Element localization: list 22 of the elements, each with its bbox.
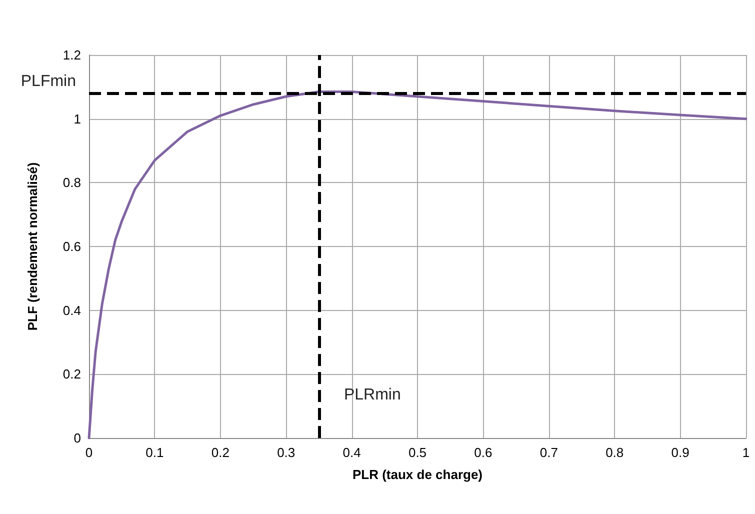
x-tick-label: 0.6 (474, 445, 492, 460)
y-tick-label: 0.2 (62, 366, 81, 382)
x-tick-label: 0.9 (671, 445, 690, 460)
y-tick-label: 0.6 (62, 239, 81, 254)
x-tick-label: 0.8 (606, 445, 624, 460)
x-tick-label: 0.3 (277, 445, 296, 460)
y-tick-label: 1.2 (62, 48, 81, 62)
x-axis-title: PLR (taux de charge) (352, 467, 483, 482)
ref-line-label: PLRmin (344, 386, 401, 404)
x-tick-label: 0.2 (211, 445, 230, 460)
y-tick-label: 0.4 (62, 302, 81, 318)
y-axis-title: PLF (rendement normalisé) (25, 162, 40, 331)
x-tick-label: 0 (85, 445, 93, 460)
x-tick-label: 0.4 (342, 445, 361, 460)
y-tick-label: 0 (74, 430, 81, 446)
x-tick-label: 1 (742, 445, 750, 460)
y-tick-label: 0.8 (62, 175, 81, 190)
x-tick-label: 0.5 (408, 445, 427, 460)
ref-line-label: PLFmin (20, 72, 76, 90)
x-tick-label: 0.7 (540, 445, 558, 460)
y-tick-label: 1 (74, 111, 81, 126)
x-tick-label: 0.1 (146, 445, 164, 460)
